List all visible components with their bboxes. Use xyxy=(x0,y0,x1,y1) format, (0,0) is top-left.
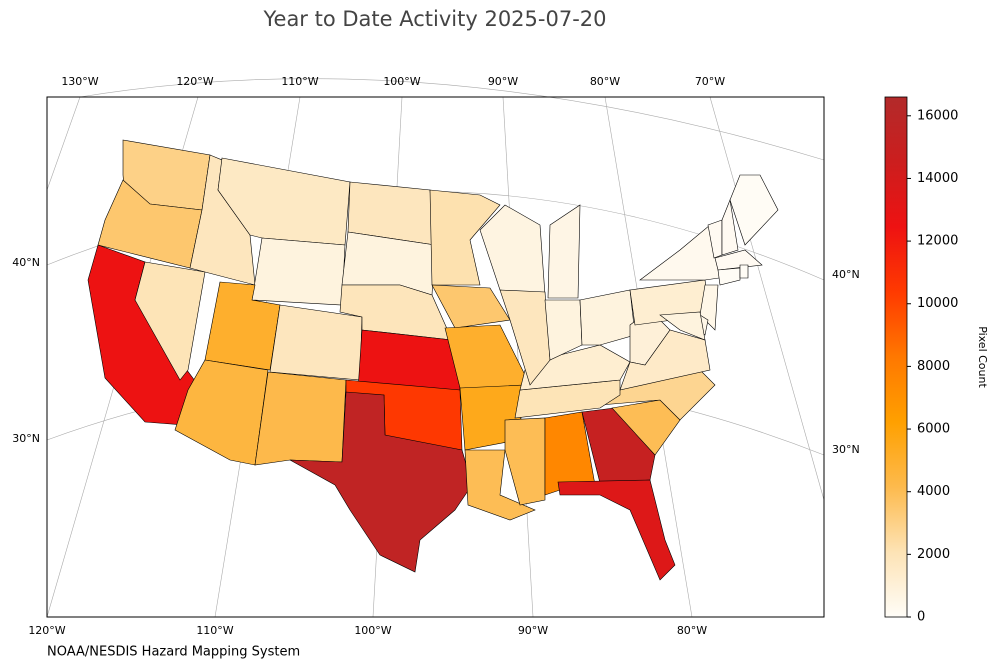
colorbar-tick-label: 10000 xyxy=(917,296,958,311)
state xyxy=(134,261,206,381)
lon-label: 90°W xyxy=(518,624,548,637)
meridian xyxy=(709,96,825,501)
lon-label: 120°W xyxy=(176,75,213,88)
credit: NOAA/NESDIS Hazard Mapping System xyxy=(47,645,300,660)
lon-label: 80°W xyxy=(590,75,620,88)
state xyxy=(739,264,749,279)
colorbar-tick-label: 4000 xyxy=(917,484,950,499)
lat-label: 40°N xyxy=(12,256,40,269)
lon-label: 110°W xyxy=(196,624,233,637)
lat-label: 30°N xyxy=(832,443,860,456)
parallel xyxy=(79,78,825,161)
state xyxy=(714,249,763,271)
state xyxy=(289,391,473,573)
state xyxy=(254,371,347,466)
state xyxy=(479,204,546,296)
state xyxy=(269,304,363,381)
state xyxy=(499,289,551,386)
colorbar-tick-label: 6000 xyxy=(917,422,950,437)
lon-label: 70°W xyxy=(695,75,725,88)
lon-label: 130°W xyxy=(61,75,98,88)
state xyxy=(729,174,779,246)
state xyxy=(174,359,269,466)
lon-label: 90°W xyxy=(488,75,518,88)
colorbar-label: Pixel Count xyxy=(976,326,989,388)
state xyxy=(547,204,581,299)
lon-label: 80°W xyxy=(677,624,707,637)
lon-label: 100°W xyxy=(383,75,420,88)
colorbar-tick-label: 14000 xyxy=(917,171,958,186)
lon-label: 120°W xyxy=(28,624,65,637)
state xyxy=(579,289,636,346)
map-frame xyxy=(46,96,825,618)
meridian xyxy=(502,96,534,618)
colorbar-tick-label: 2000 xyxy=(917,547,950,562)
state xyxy=(504,417,546,506)
lon-label: 110°W xyxy=(281,75,318,88)
map-title: Year to Date Activity 2025-07-20 xyxy=(262,7,606,31)
lat-label: 30°N xyxy=(12,432,40,445)
states xyxy=(87,139,779,581)
state xyxy=(721,198,739,256)
state xyxy=(251,237,346,306)
state xyxy=(557,479,676,581)
colorbar-tick-label: 16000 xyxy=(917,108,958,123)
state xyxy=(659,311,706,341)
state xyxy=(717,267,741,286)
colorbar-tick-label: 12000 xyxy=(917,234,958,249)
lat-label: 40°N xyxy=(832,268,860,281)
meridian xyxy=(46,96,81,191)
colorbar-tick-label: 0 xyxy=(917,610,925,625)
colorbar-tick-label: 8000 xyxy=(917,359,950,374)
colorbar xyxy=(884,96,908,618)
state xyxy=(581,407,656,484)
lon-label: 100°W xyxy=(354,624,391,637)
